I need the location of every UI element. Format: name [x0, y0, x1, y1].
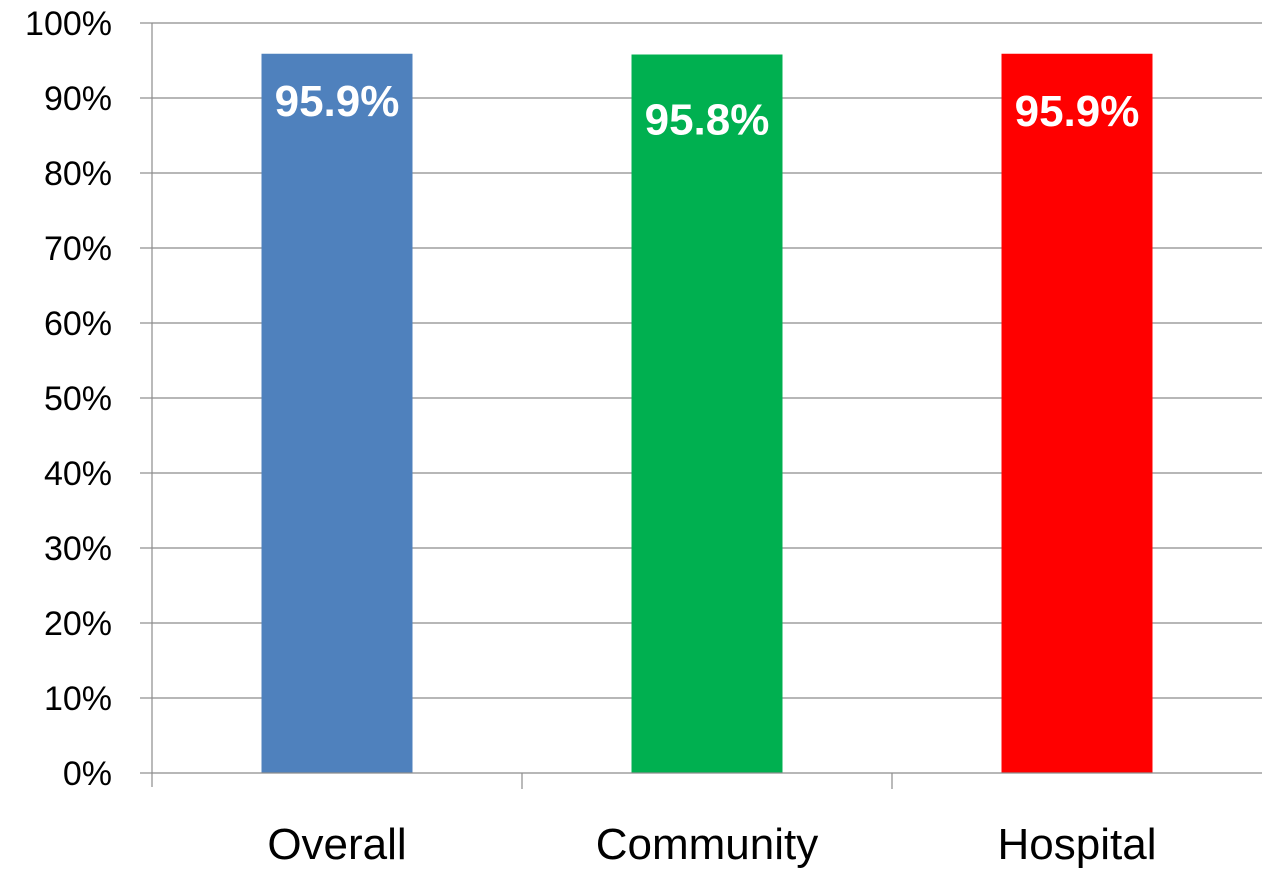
- y-tick-label: 80%: [44, 155, 112, 193]
- y-tick-label: 40%: [44, 455, 112, 493]
- y-tick-label: 70%: [44, 230, 112, 268]
- y-tick-label: 0%: [63, 755, 112, 793]
- data-label-community: 95.8%: [645, 96, 770, 145]
- y-tick-label: 90%: [44, 80, 112, 118]
- bar-overall: [261, 53, 413, 773]
- y-tick-label: 20%: [44, 605, 112, 643]
- data-labels: 95.9% 95.8% 95.9%: [275, 77, 1140, 145]
- bars: [261, 53, 1153, 773]
- bar-hospital: [1001, 53, 1153, 773]
- x-tick-label-community: Community: [596, 820, 819, 869]
- axes: [140, 22, 1262, 789]
- y-tick-label: 50%: [44, 380, 112, 418]
- y-tick-label: 60%: [44, 305, 112, 343]
- bar-community: [631, 54, 783, 773]
- x-tick-label-overall: Overall: [267, 820, 406, 869]
- y-tick-labels: 0% 10% 20% 30% 40% 50% 60% 70% 80% 90% 100%: [25, 5, 112, 793]
- data-label-hospital: 95.9%: [1015, 87, 1140, 136]
- x-tick-labels: Overall Community Hospital: [267, 820, 1156, 869]
- y-tick-label: 30%: [44, 530, 112, 568]
- y-tick-label: 10%: [44, 680, 112, 718]
- data-label-overall: 95.9%: [275, 77, 400, 126]
- y-tick-label: 100%: [25, 5, 112, 43]
- x-tick-label-hospital: Hospital: [998, 820, 1157, 869]
